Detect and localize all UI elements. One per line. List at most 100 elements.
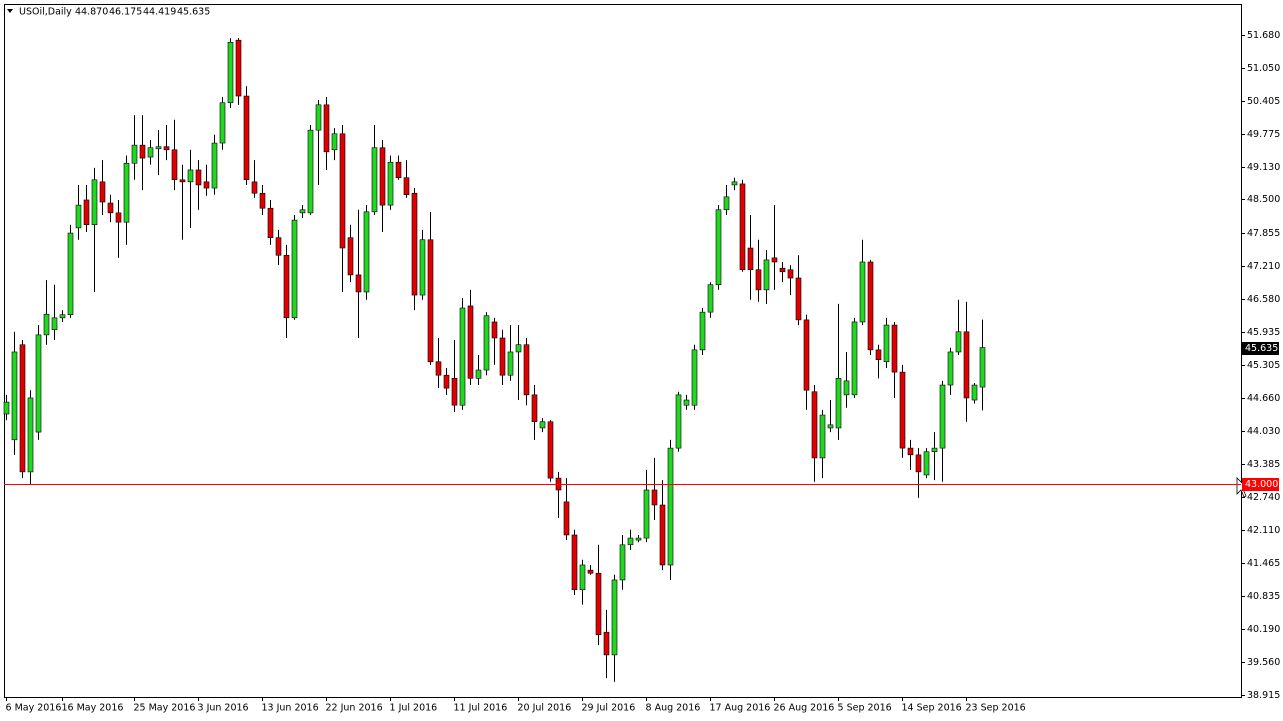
candle-body [923,451,930,476]
y-tick-label: 42.740 [1247,492,1280,503]
candle-body [755,269,762,291]
candle-body [51,317,58,331]
candle-body [851,321,858,396]
candle-body [563,501,570,536]
candle-body [59,314,66,319]
candle-body [419,239,426,296]
candle-body [531,394,538,423]
x-tick-label: 3 Jun 2016 [198,703,249,714]
candle-body [19,344,26,473]
x-tick-label: 11 Jul 2016 [454,703,508,714]
candle-body [635,537,642,541]
candle-body [27,397,34,473]
candle-body [211,142,218,189]
candle-body [883,324,890,363]
candle-body [723,196,730,211]
candle-body [11,351,18,441]
candle-body [435,361,442,376]
y-tick-label: 41.465 [1247,558,1280,569]
candle-body [859,261,866,323]
bid-label: 45.635 [1245,343,1278,354]
candle-body [267,207,274,238]
candle-body [379,147,386,206]
candle-body [395,161,402,179]
level-label: 43.000 [1245,479,1278,490]
candle-body [259,192,266,209]
candle-body [931,447,938,453]
x-tick-label: 22 Jun 2016 [326,703,383,714]
y-tick-label: 40.835 [1247,591,1280,602]
candle-body [203,181,210,189]
candle-body [795,277,802,321]
candle-body [339,133,346,249]
candle-body [251,181,258,194]
candle-body [819,414,826,459]
candle-body [355,274,362,293]
candle-body [835,378,842,429]
y-tick-label: 47.210 [1247,261,1280,272]
candle-body [539,421,546,429]
candle-body [515,344,522,353]
candle-body [667,447,674,566]
candle-body [651,489,658,506]
candle-body [283,254,290,319]
candle-body [971,384,978,401]
y-tick-label: 42.110 [1247,525,1280,536]
candle-body [707,284,714,313]
candle-body [907,447,914,456]
x-tick-label: 26 Aug 2016 [774,703,835,714]
x-tick-label: 13 Jun 2016 [262,703,319,714]
candle-body [387,161,394,206]
candle-body [155,146,162,150]
candle-body [803,319,810,391]
x-tick-label: 25 May 2016 [134,703,196,714]
candle-body [363,211,370,293]
candle-body [275,237,282,256]
level-label-box [1242,478,1279,491]
candle-body [811,391,818,459]
candle-body [619,544,626,581]
candle-body [715,209,722,286]
x-tick-label: 17 Aug 2016 [710,703,771,714]
x-tick-label: 5 Sep 2016 [838,703,892,714]
candle-body [243,95,250,181]
x-tick-label: 23 Sep 2016 [966,703,1026,714]
candle-body [179,179,186,183]
y-tick-label: 38.915 [1247,690,1280,701]
candle-body [523,344,530,396]
candle-body [131,144,138,164]
candle-body [939,384,946,449]
chart-title: USOil,Daily [19,7,72,18]
candle-body [507,351,514,376]
candle-body [659,504,666,566]
candle-body [963,331,970,399]
candle-body [315,104,322,131]
candle-body [595,572,602,636]
candle-body [115,212,122,223]
y-tick-label: 40.190 [1247,624,1280,635]
candle-body [955,331,962,353]
y-tick-label: 49.775 [1247,129,1280,140]
candle-body [763,259,770,291]
x-tick-label: 6 May 2016 [6,703,62,714]
candle-body [843,380,850,396]
plot-frame [4,4,1242,698]
candle-body [99,181,106,203]
candle-body [779,267,786,273]
y-tick-label: 49.130 [1247,162,1280,173]
y-tick-label: 51.050 [1247,63,1280,74]
y-tick-label: 46.580 [1247,294,1280,305]
candle-body [451,378,458,406]
x-tick-label: 20 Jul 2016 [518,703,572,714]
candle-body [147,147,154,158]
candle-body [675,394,682,449]
candle-body [467,305,474,379]
candle-body [35,334,42,433]
candle-body [187,169,194,183]
candle-body [75,204,82,229]
ohlc-value: 45.635 [177,7,210,18]
menu-arrow[interactable] [7,9,13,13]
